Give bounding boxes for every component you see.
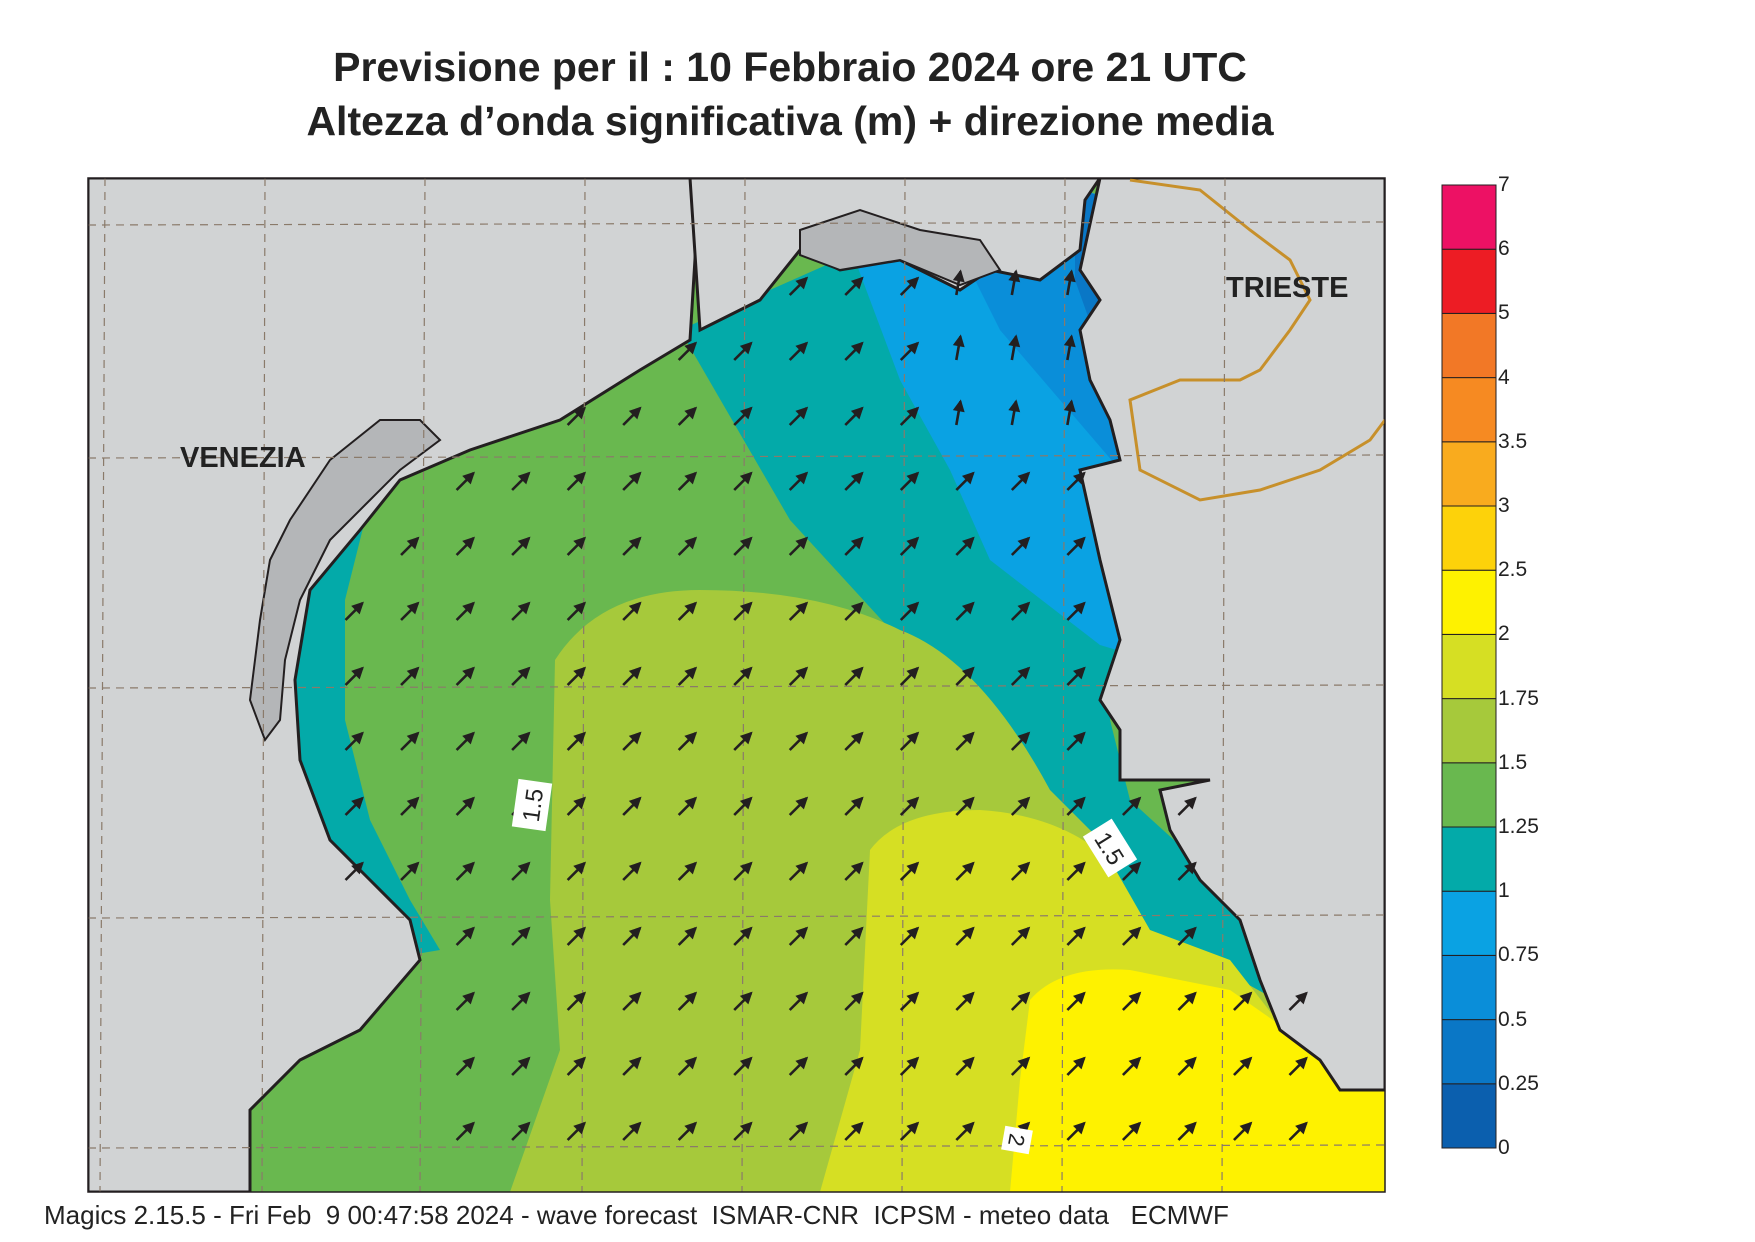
legend-level-label: 2.5	[1498, 558, 1528, 582]
title-block: Previsione per il : 10 Febbraio 2024 ore…	[0, 40, 1580, 148]
legend-level-label: 4	[1498, 365, 1510, 389]
legend-level-label: 0	[1498, 1136, 1510, 1159]
direction-arrow	[1121, 1121, 1142, 1141]
legend-level-label: 1.25	[1498, 815, 1539, 838]
land-grado-lagoon	[799, 208, 1002, 287]
legend-level-label: 3	[1498, 494, 1510, 517]
legend-level-label: 6	[1498, 237, 1510, 261]
legend-level-label: 1.5	[1498, 750, 1528, 774]
direction-arrow	[952, 399, 965, 426]
direction-arrow	[1233, 1056, 1253, 1076]
legend-level-label: 2	[1498, 622, 1510, 646]
legend-level-label: 7	[1498, 173, 1510, 196]
legend-level-label: 5	[1498, 301, 1510, 325]
direction-arrow	[1066, 1056, 1086, 1076]
direction-arrow	[1177, 1121, 1197, 1141]
direction-arrow	[1233, 1121, 1253, 1141]
land-venezia-lagoon	[248, 419, 442, 743]
direction-arrow	[1288, 1121, 1308, 1141]
svg-text:2: 2	[1003, 1132, 1030, 1148]
direction-arrow	[1288, 1056, 1308, 1076]
land-west-italy	[88, 178, 702, 1192]
direction-arrow	[1177, 1056, 1197, 1076]
border-line	[1128, 178, 1385, 502]
direction-arrow	[952, 334, 965, 361]
direction-arrow	[1066, 471, 1086, 491]
map-frame	[87, 177, 1386, 1193]
direction-arrow	[1063, 334, 1076, 361]
forecast-date-title: Previsione per il : 10 Febbraio 2024 ore…	[333, 44, 1247, 90]
footer-credits: Magics 2.15.5 - Fri Feb 9 00:47:58 2024 …	[44, 1200, 1229, 1230]
land-east-istria	[1078, 178, 1385, 1092]
city-label-venezia: VENEZIA	[180, 442, 306, 474]
direction-arrow	[1066, 1121, 1086, 1141]
svg-text:1.5: 1.5	[518, 787, 549, 824]
direction-arrow	[1063, 399, 1076, 426]
legend-level-label: 1	[1498, 879, 1510, 903]
direction-arrow	[952, 269, 965, 296]
parameter-title: Altezza d’onda significativa (m) + direz…	[306, 98, 1274, 144]
contour-label-south: 2	[1001, 1125, 1033, 1155]
direction-arrow	[1063, 269, 1076, 296]
direction-arrow	[455, 471, 475, 491]
direction-arrow	[1008, 269, 1021, 296]
legend-level-label: 0.5	[1498, 1007, 1528, 1031]
direction-arrow	[455, 1056, 475, 1076]
legend-level-label: 0.25	[1498, 1071, 1539, 1095]
direction-arrow	[1008, 334, 1021, 361]
city-label-trieste: TRIESTE	[1226, 272, 1349, 304]
band-2.0-2.5	[1010, 969, 1385, 1192]
contour-label-west: 1.5	[511, 778, 553, 832]
legend-level-label: 3.5	[1498, 429, 1528, 453]
legend-level-label: 1.75	[1498, 686, 1539, 710]
direction-arrow	[1008, 399, 1021, 426]
graticule	[88, 178, 1385, 1192]
direction-arrow	[455, 1121, 475, 1141]
legend-level-label: 0.75	[1498, 943, 1539, 967]
direction-arrow	[1121, 1056, 1142, 1076]
